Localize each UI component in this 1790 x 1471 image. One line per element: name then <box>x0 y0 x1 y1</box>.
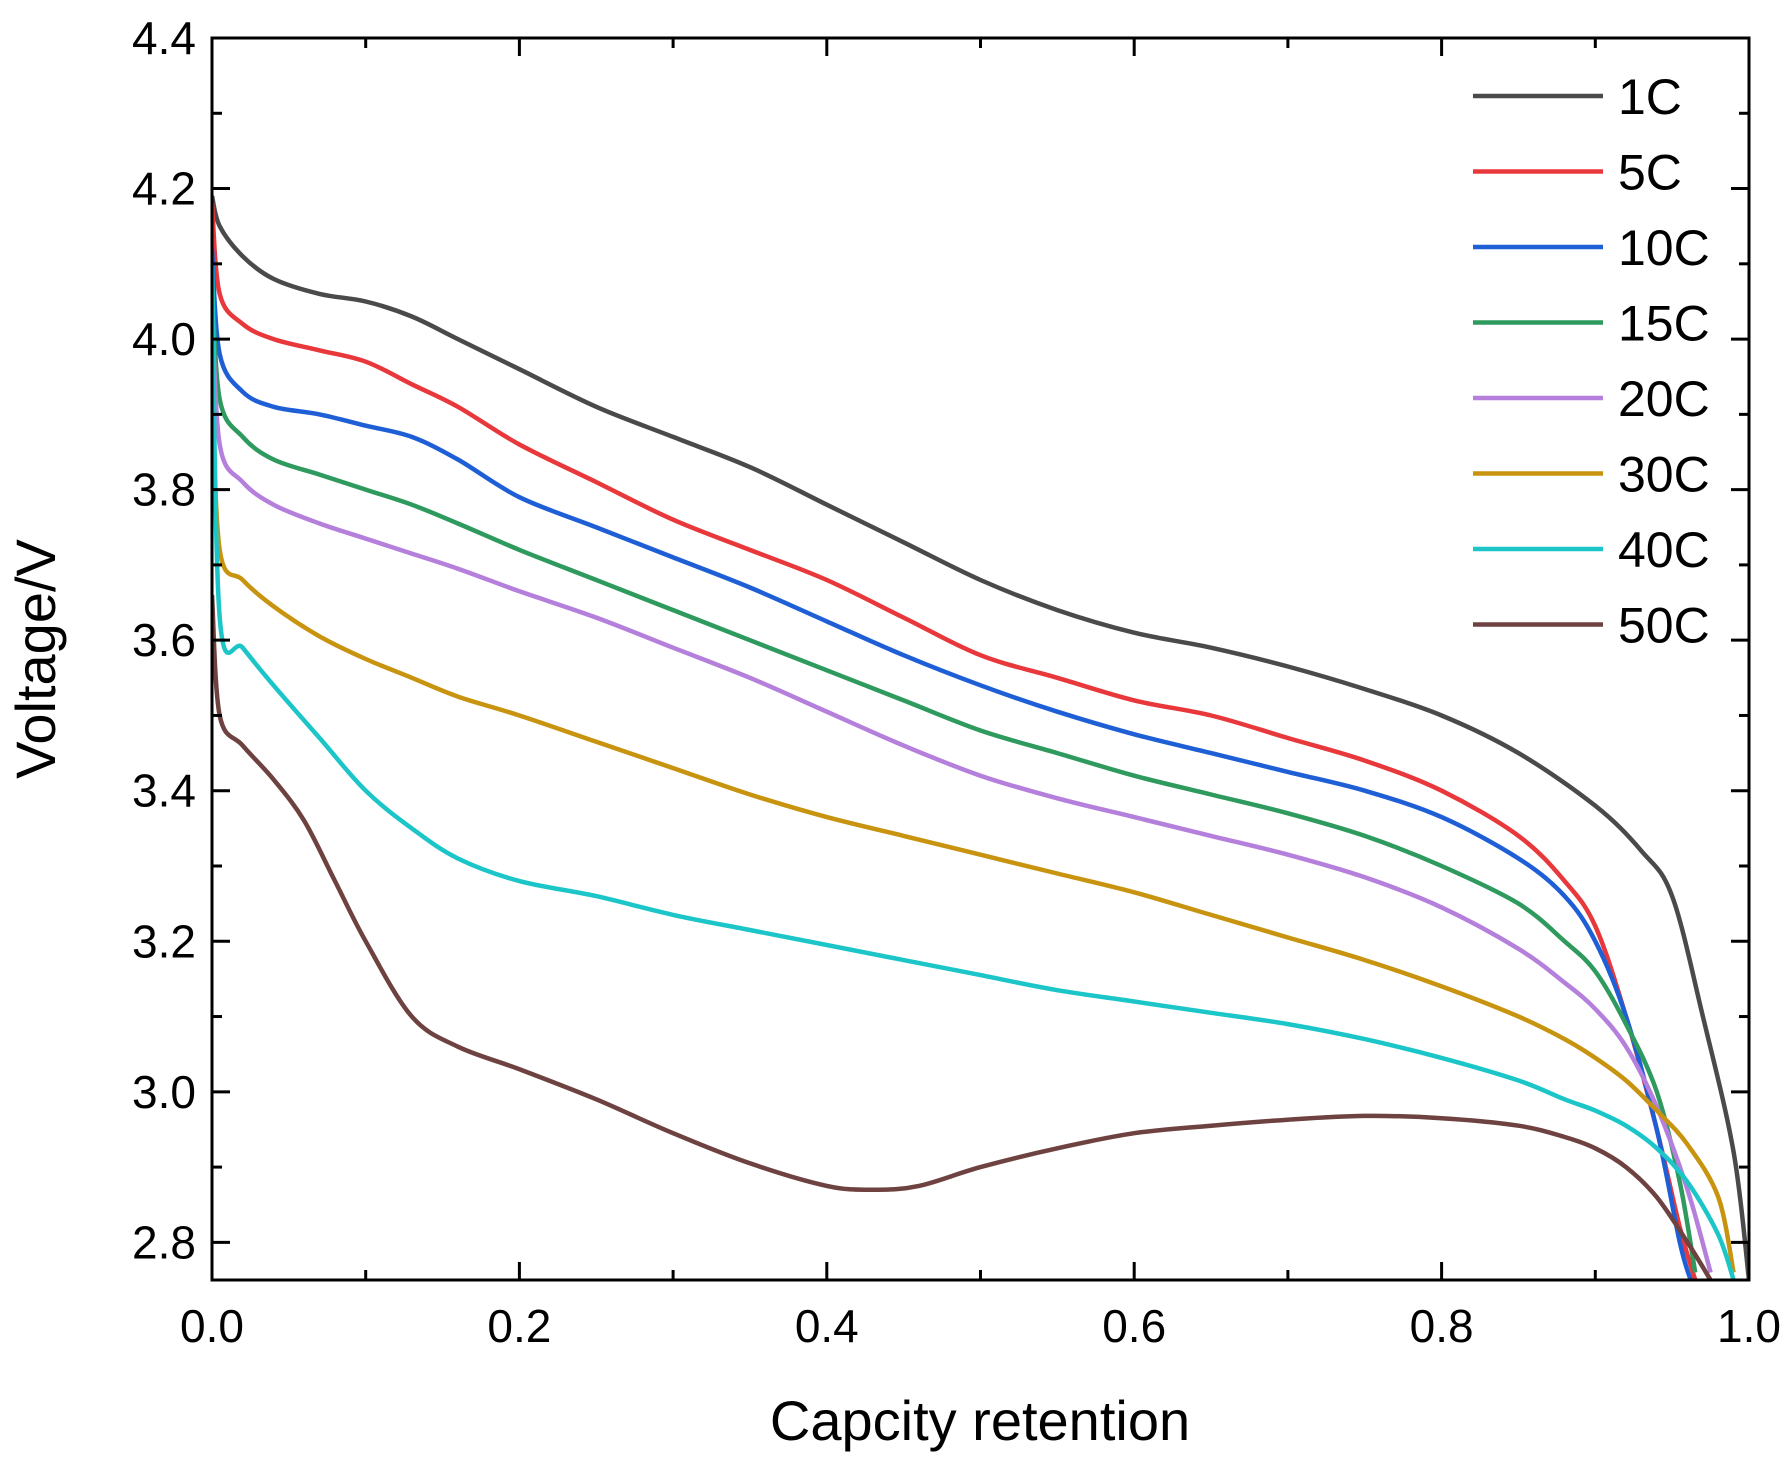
y-tick-label: 4.2 <box>132 163 196 215</box>
series-layer <box>212 195 1749 1280</box>
y-tick-label: 3.6 <box>132 614 196 666</box>
x-tick-label: 0.4 <box>795 1300 859 1352</box>
y-tick-label: 3.2 <box>132 915 196 967</box>
series-line-10C <box>212 248 1693 1280</box>
legend-label-10C: 10C <box>1618 220 1710 276</box>
y-tick-label: 4.0 <box>132 313 196 365</box>
series-line-50C <box>212 594 1713 1280</box>
y-tick-label: 3.0 <box>132 1066 196 1118</box>
x-tick-label: 0.0 <box>180 1300 244 1352</box>
x-tick-label: 1.0 <box>1717 1300 1781 1352</box>
legend-label-5C: 5C <box>1618 145 1682 201</box>
legend-label-40C: 40C <box>1618 522 1710 578</box>
legend-label-1C: 1C <box>1618 69 1682 125</box>
series-line-30C <box>212 376 1736 1273</box>
series-line-5C <box>212 203 1698 1280</box>
series-line-20C <box>212 301 1713 1274</box>
x-axis-title: Capcity retention <box>770 1389 1190 1452</box>
tick-layer: 0.0 0.2 0.4 0.6 0.8 1.0 2.8 3.0 3.2 3.4 3.6 3.8 4.0 4… <box>132 12 1781 1352</box>
y-tick-label: 3.4 <box>132 765 196 817</box>
series-line-1C <box>212 195 1749 1280</box>
plot-frame <box>210 36 1751 1282</box>
legend-label-30C: 30C <box>1618 447 1710 503</box>
legend: 1C 5C 10C 15C 20C 30C 40C 50C <box>1473 69 1710 654</box>
x-tick-label: 0.6 <box>1102 1300 1166 1352</box>
y-axis-title: Voltage/V <box>4 538 67 778</box>
y-tick-label: 2.8 <box>132 1216 196 1268</box>
x-tick-label: 0.2 <box>487 1300 551 1352</box>
x-tick-label: 0.8 <box>1410 1300 1474 1352</box>
legend-label-20C: 20C <box>1618 371 1710 427</box>
legend-label-15C: 15C <box>1618 296 1710 352</box>
legend-label-50C: 50C <box>1618 598 1710 654</box>
y-tick-label: 4.4 <box>132 12 196 64</box>
y-tick-label: 3.8 <box>132 464 196 516</box>
series-line-15C <box>212 278 1698 1273</box>
series-line-40C <box>212 263 1736 1280</box>
